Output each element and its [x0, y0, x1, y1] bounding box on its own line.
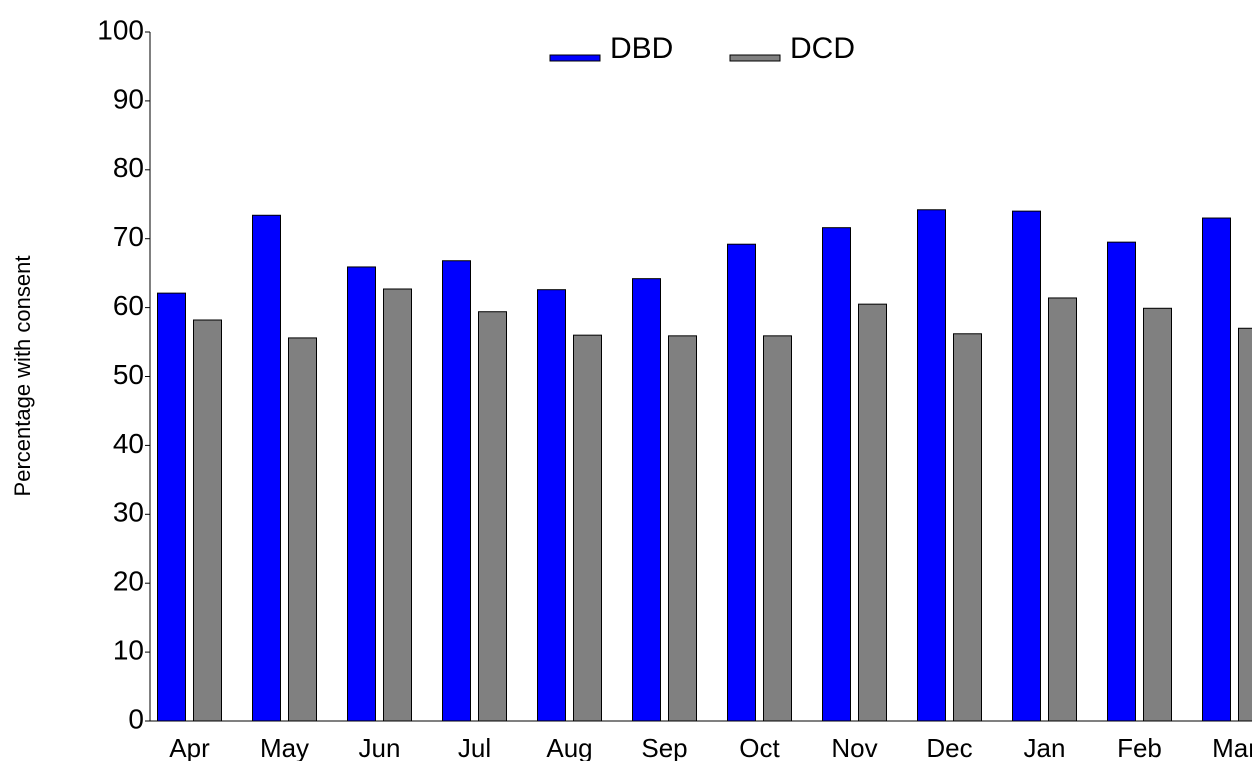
y-tick-label: 30: [113, 497, 144, 528]
x-tick-label: Sep: [641, 733, 687, 761]
y-tick-label: 60: [113, 290, 144, 321]
bar: [288, 337, 317, 722]
legend-swatch: [729, 54, 781, 62]
bar: [442, 260, 471, 722]
y-tick-label: 70: [113, 221, 144, 252]
bar: [157, 292, 186, 722]
y-tick-label: 20: [113, 566, 144, 597]
x-tick-label: Aug: [546, 733, 592, 761]
y-tick-label: 10: [113, 634, 144, 665]
y-tick-label: 90: [113, 83, 144, 114]
y-axis-label: Percentage with consent: [10, 256, 35, 497]
bar: [537, 289, 566, 722]
bar: [478, 311, 507, 722]
bar: [858, 303, 887, 722]
bar: [573, 334, 602, 722]
bar: [1107, 241, 1136, 722]
bar: [632, 278, 661, 722]
bar: [383, 288, 412, 722]
bar: [822, 227, 851, 722]
bar: [1012, 210, 1041, 722]
bar: [252, 214, 281, 722]
x-tick-label: Feb: [1117, 733, 1162, 761]
y-tick-label: 0: [128, 703, 144, 734]
bar: [917, 209, 946, 722]
bar: [763, 335, 792, 722]
bar: [1143, 307, 1172, 722]
legend-swatch: [549, 54, 601, 62]
y-tick-label: 40: [113, 428, 144, 459]
x-tick-label: Jan: [1024, 733, 1066, 761]
x-tick-label: Nov: [831, 733, 877, 761]
x-tick-label: Jun: [359, 733, 401, 761]
x-tick-label: Mar: [1212, 733, 1252, 761]
legend-label: DCD: [790, 32, 855, 65]
y-tick-label: 100: [97, 14, 144, 45]
bar: [1048, 297, 1077, 722]
x-tick-label: Jul: [458, 733, 491, 761]
x-tick-label: Apr: [169, 733, 210, 761]
legend-label: DBD: [610, 32, 673, 65]
x-tick-label: Oct: [739, 733, 780, 761]
x-tick-label: Dec: [926, 733, 972, 761]
y-tick-label: 50: [113, 359, 144, 390]
y-tick-label: 80: [113, 152, 144, 183]
bar: [1238, 327, 1252, 722]
bar: [347, 266, 376, 722]
x-tick-label: May: [260, 733, 309, 761]
bar: [668, 335, 697, 722]
bar: [1202, 217, 1231, 722]
bar: [953, 333, 982, 722]
bar: [193, 319, 222, 722]
bar: [727, 243, 756, 722]
